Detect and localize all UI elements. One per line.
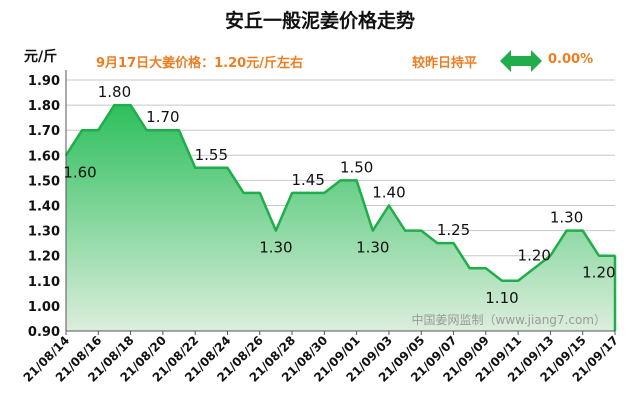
data-label: 1.10 — [485, 289, 518, 307]
chart-title: 安丘一般泥姜价格走势 — [224, 10, 415, 32]
data-label: 1.60 — [63, 163, 96, 181]
data-point — [145, 129, 148, 131]
data-point — [452, 242, 455, 244]
data-point — [549, 254, 552, 257]
data-point — [501, 280, 503, 282]
data-point — [533, 267, 536, 270]
data-label: 1.30 — [550, 209, 583, 227]
data-label: 1.80 — [98, 83, 131, 101]
x-tick-labels: 21/08/1421/08/1621/08/1821/08/2021/08/22… — [21, 331, 621, 385]
y-axis-unit-label: 元/斤 — [24, 49, 58, 65]
data-label: 1.50 — [340, 158, 373, 176]
data-label: 1.45 — [292, 171, 325, 189]
y-tick-label: 1.70 — [28, 124, 60, 139]
data-point — [178, 129, 180, 131]
data-label: 1.30 — [356, 239, 389, 257]
data-point — [113, 104, 116, 106]
price-note: 9月17日大姜价格：1.20元/斤左右 — [96, 56, 303, 71]
data-point — [339, 179, 342, 182]
y-tick-label: 1.50 — [28, 174, 60, 189]
data-point — [97, 129, 100, 131]
data-point — [226, 167, 229, 169]
data-label: 1.25 — [437, 221, 470, 239]
data-point — [420, 229, 423, 232]
data-labels: 1.60 1.80 1.70 1.55 1.30 1.45 1.50 1.30 1.40 1.25… — [63, 83, 615, 307]
y-tick-label: 1.60 — [28, 149, 60, 164]
data-point — [323, 192, 326, 194]
data-point — [388, 204, 390, 207]
data-point — [404, 229, 406, 232]
data-point — [565, 229, 568, 232]
y-tick-label: 1.30 — [28, 225, 60, 240]
y-tick-label: 0.90 — [28, 325, 60, 340]
change-value: 0.00% — [548, 52, 594, 67]
data-point — [307, 192, 310, 194]
axes — [65, 70, 615, 332]
data-point — [129, 104, 132, 106]
data-point — [210, 167, 213, 169]
data-point — [598, 254, 600, 257]
y-tick-label: 1.90 — [28, 74, 60, 89]
area-layer — [64, 103, 617, 331]
data-point — [81, 129, 83, 131]
data-point — [275, 229, 277, 232]
data-point — [581, 229, 584, 232]
data-label: 1.40 — [372, 184, 405, 202]
data-point — [242, 192, 245, 194]
data-label: 1.55 — [195, 146, 228, 164]
data-point — [291, 192, 293, 194]
data-point — [485, 267, 487, 270]
data-label: 1.70 — [146, 108, 179, 126]
series-area — [66, 105, 615, 331]
y-tick-label: 1.40 — [28, 200, 60, 215]
data-point — [162, 129, 164, 131]
y-tick-label: 1.80 — [28, 99, 60, 114]
watermark: 中国姜网监制（www.jiang7.com） — [412, 312, 606, 327]
data-point — [371, 229, 374, 232]
change-label: 较昨日持平 — [412, 56, 478, 71]
data-point — [355, 179, 358, 182]
data-label: 1.20 — [518, 246, 551, 264]
data-point — [258, 192, 261, 194]
data-point — [194, 167, 196, 169]
y-tick-label: 1.20 — [28, 250, 60, 265]
data-point — [468, 267, 471, 270]
double-arrow-icon — [500, 50, 542, 72]
data-point — [517, 280, 519, 282]
data-label: 1.30 — [259, 239, 292, 257]
data-label: 1.20 — [582, 264, 615, 282]
data-point — [436, 242, 439, 244]
y-tick-labels: 0.90 1.00 1.10 1.20 1.30 1.40 1.50 1.60 1.70 1.80… — [28, 74, 60, 340]
y-tick-label: 1.10 — [28, 275, 60, 290]
y-tick-label: 1.00 — [28, 300, 60, 315]
